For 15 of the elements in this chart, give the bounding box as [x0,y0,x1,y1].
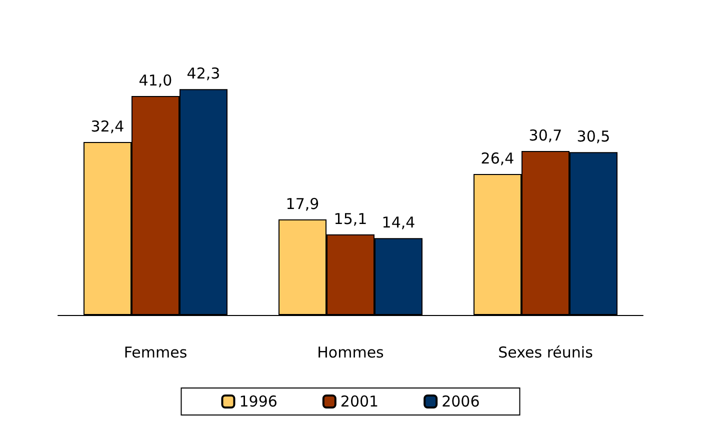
data-label: 15,1 [334,210,368,228]
x-tick-label: Hommes [317,344,384,362]
legend-label: 2001 [340,392,379,410]
data-label: 41,0 [138,72,172,90]
x-tick-label: Femmes [124,344,188,362]
data-label: 17,9 [286,194,320,213]
legend-label: 2006 [442,392,480,410]
data-label: 42,3 [186,64,220,83]
data-label: 32,4 [90,117,124,136]
x-tick-label: Sexes réunis [498,344,594,362]
data-label: 14,4 [382,214,416,232]
data-label: 26,4 [480,150,514,168]
legend-label: 1996 [239,392,278,410]
data-label: 30,7 [528,126,562,145]
data-label: 30,5 [576,128,610,146]
